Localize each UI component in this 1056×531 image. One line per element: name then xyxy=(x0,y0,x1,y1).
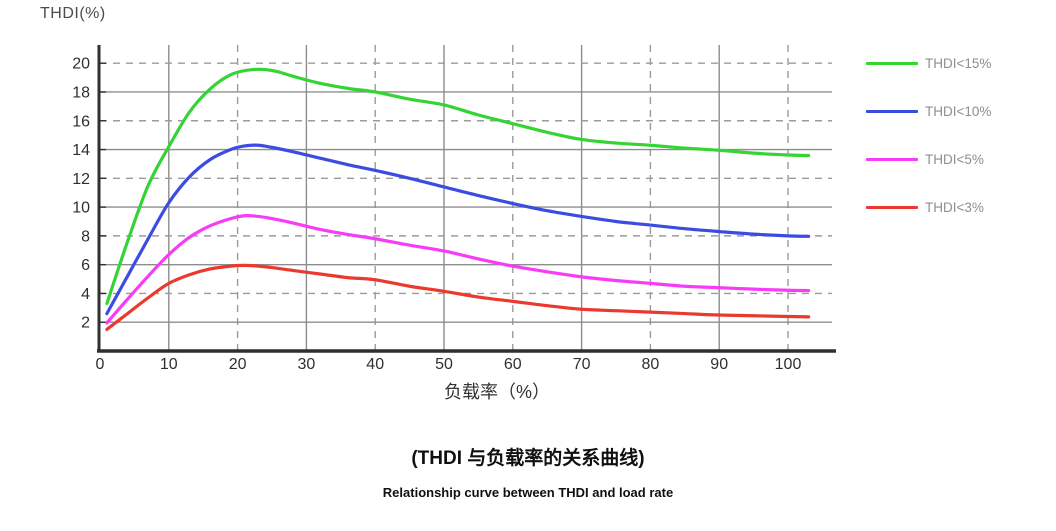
legend-line-swatch xyxy=(866,109,918,113)
series-line-0 xyxy=(105,67,811,306)
legend-item-3: THDI<3% xyxy=(866,194,1046,220)
y-tick-label-8: 8 xyxy=(81,228,90,245)
y-tick-label-12: 12 xyxy=(72,171,90,188)
x-tick-label-70: 70 xyxy=(573,356,591,373)
y-tick-label-16: 16 xyxy=(72,113,90,130)
y-tick-label-18: 18 xyxy=(72,84,90,101)
x-axis-label: 负载率（%） xyxy=(444,382,550,402)
legend-label: THDI<3% xyxy=(925,199,984,215)
x-tick-label-60: 60 xyxy=(504,356,522,373)
series-line-3 xyxy=(105,263,811,332)
x-tick-label-30: 30 xyxy=(298,356,316,373)
legend-line-swatch xyxy=(866,61,918,65)
legend-line-swatch xyxy=(866,205,918,209)
caption-chinese: (THDI 与负载率的关系曲线) xyxy=(411,448,645,469)
y-tick-label-20: 20 xyxy=(72,56,90,73)
series-line-2 xyxy=(105,214,811,325)
legend-label: THDI<10% xyxy=(925,103,992,119)
x-tick-label-0: 0 xyxy=(96,356,105,373)
x-tick-label-10: 10 xyxy=(160,356,178,373)
caption-english: Relationship curve between THDI and load… xyxy=(382,485,674,500)
series-line-1 xyxy=(105,143,811,316)
x-tick-label-80: 80 xyxy=(642,356,660,373)
x-tick-label-50: 50 xyxy=(435,356,453,373)
y-axis-title: THDI(%) xyxy=(40,5,106,22)
legend: THDI<15% THDI<10% THDI<5% THDI<3% xyxy=(866,50,1046,242)
x-tick-label-100: 100 xyxy=(775,356,802,373)
y-tick-label-10: 10 xyxy=(72,200,90,217)
y-tick-label-2: 2 xyxy=(81,315,90,332)
y-tick-label-4: 4 xyxy=(81,286,90,303)
x-tick-label-20: 20 xyxy=(229,356,247,373)
legend-item-1: THDI<10% xyxy=(866,98,1046,124)
legend-label: THDI<15% xyxy=(925,55,992,71)
x-tick-label-90: 90 xyxy=(710,356,728,373)
chart-plot: 2 4 6 8 10 12 14 16 18 20 0 10 20 30 40 50 60 70 80 90 100 负载… xyxy=(72,45,836,402)
y-tick-label-6: 6 xyxy=(81,257,90,274)
legend-label: THDI<5% xyxy=(925,151,984,167)
x-tick-label-40: 40 xyxy=(366,356,384,373)
y-tick-label-14: 14 xyxy=(72,142,90,159)
legend-item-2: THDI<5% xyxy=(866,146,1046,172)
legend-item-0: THDI<15% xyxy=(866,50,1046,76)
legend-line-swatch xyxy=(866,157,918,161)
